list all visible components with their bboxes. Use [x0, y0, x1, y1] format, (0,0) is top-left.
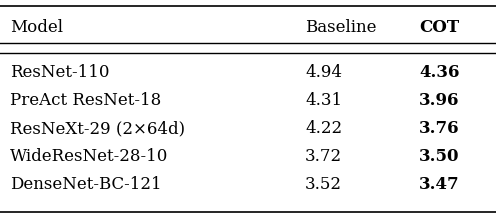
Text: 4.22: 4.22 — [305, 120, 342, 137]
Text: 3.50: 3.50 — [419, 148, 460, 165]
Text: 3.52: 3.52 — [305, 176, 342, 193]
Text: WideResNet-28-10: WideResNet-28-10 — [10, 148, 168, 165]
Text: DenseNet-BC-121: DenseNet-BC-121 — [10, 176, 162, 193]
Text: 4.94: 4.94 — [305, 64, 342, 81]
Text: ResNet-110: ResNet-110 — [10, 64, 110, 81]
Text: Baseline: Baseline — [305, 19, 376, 35]
Text: 3.47: 3.47 — [419, 176, 460, 193]
Text: 3.76: 3.76 — [419, 120, 460, 137]
Text: 4.31: 4.31 — [305, 92, 342, 109]
Text: ResNeXt-29 (2×64d): ResNeXt-29 (2×64d) — [10, 120, 185, 137]
Text: Model: Model — [10, 19, 63, 35]
Text: PreAct ResNet-18: PreAct ResNet-18 — [10, 92, 161, 109]
Text: 4.36: 4.36 — [419, 64, 460, 81]
Text: 3.96: 3.96 — [419, 92, 460, 109]
Text: COT: COT — [419, 19, 459, 35]
Text: 3.72: 3.72 — [305, 148, 342, 165]
